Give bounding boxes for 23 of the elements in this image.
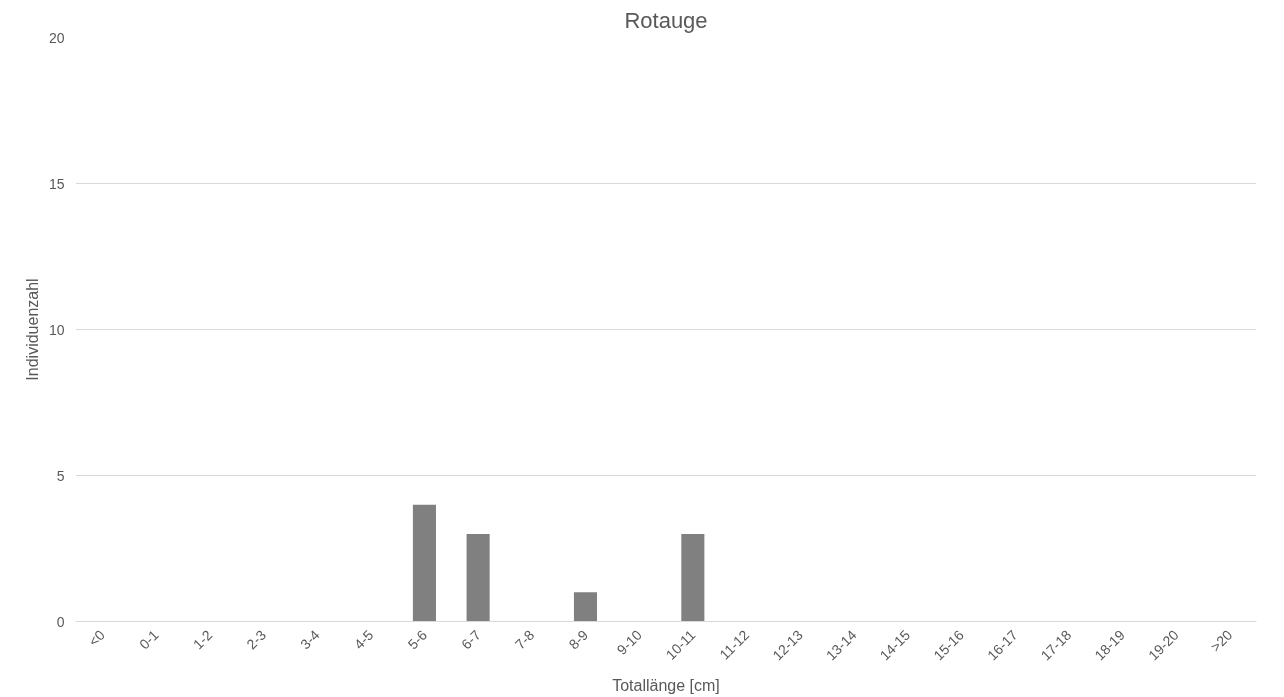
- y-tick-label: 5: [56, 467, 65, 484]
- bar: [412, 504, 436, 622]
- chart-title: Rotauge: [624, 7, 708, 33]
- x-tick-label: 7-8: [511, 626, 538, 653]
- x-tick-label: 2-3: [243, 626, 270, 653]
- x-tick-label: 0-1: [136, 626, 162, 653]
- x-tick-label: 5-6: [404, 626, 431, 653]
- bar: [573, 592, 598, 622]
- y-tick-label: 0: [56, 613, 65, 630]
- x-tick-label: <0: [85, 626, 109, 650]
- x-tick-label: 4-5: [350, 626, 377, 653]
- x-tick-label: >20: [1207, 626, 1236, 655]
- y-tick-label: 15: [48, 175, 65, 192]
- x-axis-title: Totallänge [cm]: [612, 677, 720, 695]
- x-tick-label: 8-9: [565, 626, 592, 653]
- y-tick-label: 20: [48, 29, 65, 46]
- y-axis-title: Individuenzahl: [23, 278, 41, 381]
- x-tick-label: 1-2: [189, 626, 216, 653]
- x-tick-label: 6-7: [458, 626, 484, 653]
- bar: [466, 533, 490, 622]
- y-tick-label: 10: [48, 321, 65, 338]
- bar: [681, 533, 705, 622]
- x-tick-label: 3-4: [297, 626, 323, 653]
